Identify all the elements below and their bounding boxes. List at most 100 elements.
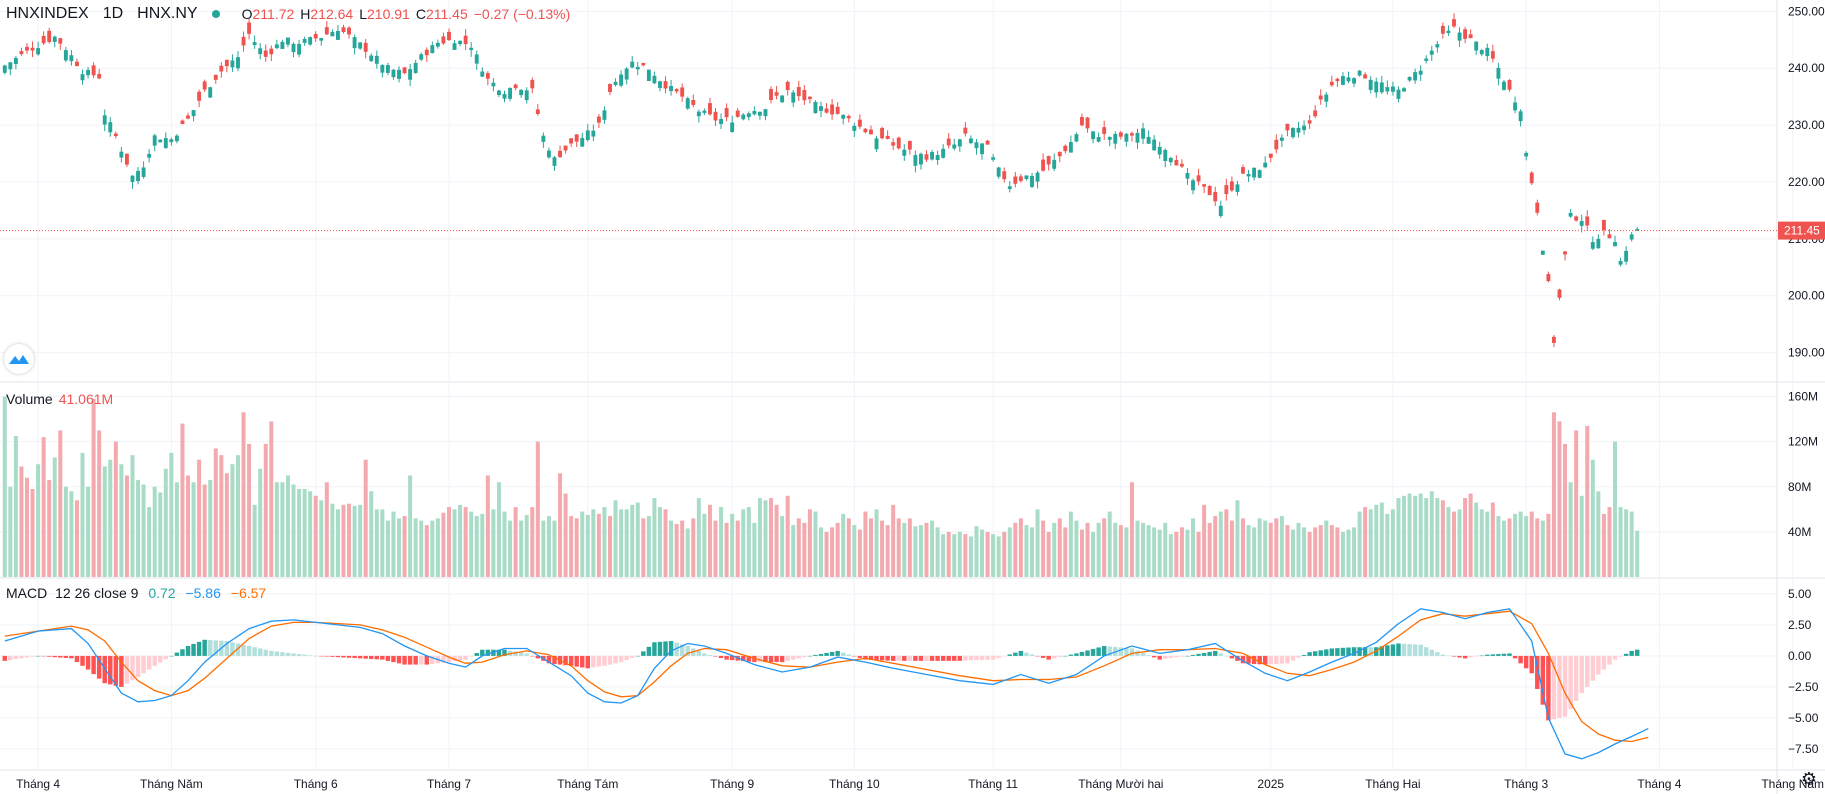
macd-histogram-bar bbox=[1596, 655, 1601, 675]
macd-histogram-bar bbox=[213, 640, 218, 656]
candle-body bbox=[796, 87, 801, 97]
candle-body bbox=[974, 142, 979, 149]
volume-bar bbox=[86, 486, 91, 577]
volume-bar bbox=[1524, 516, 1529, 577]
macd-histogram-bar bbox=[902, 655, 907, 661]
candle-body bbox=[108, 122, 113, 133]
volume-bar bbox=[957, 531, 962, 577]
volume-bar bbox=[347, 503, 352, 577]
volume-bar bbox=[791, 525, 796, 577]
volume-bar bbox=[1413, 495, 1418, 577]
volume-legend: Volume 41.061M bbox=[6, 391, 113, 407]
volume-bar bbox=[1191, 518, 1196, 577]
volume-bar bbox=[1024, 525, 1029, 577]
macd-histogram-bar bbox=[635, 655, 640, 657]
macd-histogram-bar bbox=[535, 655, 541, 659]
candle-body bbox=[785, 81, 790, 91]
candle-body bbox=[1590, 242, 1595, 249]
macd-histogram-bar bbox=[1129, 648, 1135, 656]
volume-bar bbox=[608, 516, 613, 577]
macd-histogram-bar bbox=[235, 643, 241, 656]
settings-gear-icon[interactable]: ⚙ bbox=[1800, 769, 1817, 789]
volume-bar bbox=[202, 484, 207, 577]
volume-bar bbox=[913, 526, 918, 577]
volume-bar bbox=[830, 527, 835, 577]
last-price-label: 211.45 bbox=[1784, 224, 1820, 238]
volume-bar bbox=[918, 525, 923, 577]
macd-histogram-bar bbox=[1035, 655, 1040, 657]
candle-body bbox=[1452, 19, 1456, 27]
x-tick-label: Tháng Năm bbox=[1761, 777, 1824, 791]
macd-signal-line bbox=[4, 610, 1649, 743]
macd-histogram-bar bbox=[1163, 655, 1168, 659]
candle-body bbox=[224, 60, 229, 67]
volume-bar bbox=[1279, 516, 1284, 577]
macd-histogram-bar bbox=[885, 655, 890, 661]
macd-histogram-bar bbox=[741, 655, 746, 662]
volume-bar bbox=[802, 522, 807, 577]
macd-histogram-bar bbox=[402, 655, 407, 665]
macd-histogram-bar bbox=[568, 655, 574, 666]
candle-body bbox=[1129, 133, 1134, 136]
candle-body bbox=[963, 127, 968, 134]
volume-bar bbox=[1429, 491, 1434, 577]
candle-body bbox=[330, 31, 335, 37]
volume-bar bbox=[1102, 518, 1107, 577]
candle-body bbox=[913, 155, 918, 166]
macd-histogram-bar bbox=[1312, 651, 1318, 656]
symbol-name[interactable]: HNXINDEX bbox=[6, 5, 89, 22]
candle-body bbox=[1313, 110, 1318, 117]
macd-histogram-bar bbox=[1346, 647, 1351, 656]
candle-body bbox=[1518, 111, 1523, 122]
macd-histogram-bar bbox=[990, 655, 996, 660]
volume-bar bbox=[602, 507, 607, 577]
candle-body bbox=[352, 37, 357, 49]
timeframe-label[interactable]: 1D bbox=[102, 5, 124, 22]
volume-bar bbox=[524, 514, 529, 577]
macd-histogram-bar bbox=[996, 655, 1001, 658]
volume-bar bbox=[297, 489, 302, 577]
candle-body bbox=[1335, 78, 1340, 82]
candle-body bbox=[1446, 30, 1451, 34]
macd-histogram-bar bbox=[1496, 654, 1501, 656]
low-value: 210.91 bbox=[367, 6, 410, 22]
macd-histogram-bar bbox=[1396, 643, 1401, 656]
macd-histogram-bar bbox=[774, 655, 779, 663]
macd-histogram-bar bbox=[158, 655, 163, 663]
candle-body bbox=[402, 67, 407, 74]
macd-histogram-bar bbox=[1207, 651, 1212, 656]
candle-body bbox=[91, 65, 96, 76]
volume-bar bbox=[1457, 509, 1462, 577]
volume-bar bbox=[36, 464, 41, 577]
candle-body bbox=[919, 153, 923, 165]
macd-histogram-bar bbox=[363, 655, 368, 659]
candle-body bbox=[685, 98, 690, 109]
candle-body bbox=[968, 138, 973, 144]
candle-body bbox=[1007, 186, 1012, 190]
volume-bar bbox=[136, 480, 141, 577]
volume-bar bbox=[1196, 531, 1201, 577]
macd-axis-tick-label: −7.50 bbox=[1788, 742, 1819, 756]
candle-body bbox=[1124, 133, 1129, 142]
volume-bar bbox=[868, 518, 873, 577]
volume-bar bbox=[1518, 511, 1523, 577]
macd-histogram-bar bbox=[391, 655, 396, 663]
volume-bar bbox=[1424, 498, 1429, 577]
candle-body bbox=[1607, 234, 1612, 239]
candle-body bbox=[424, 49, 429, 56]
candle-body bbox=[791, 92, 796, 103]
tradingview-logo[interactable] bbox=[4, 344, 34, 374]
volume-axis-tick-label: 120M bbox=[1788, 435, 1818, 449]
macd-histogram-bar bbox=[624, 655, 629, 661]
volume-bar bbox=[1590, 459, 1595, 577]
macd-histogram-bar bbox=[13, 655, 19, 660]
macd-histogram-bar bbox=[346, 655, 352, 658]
volume-bar bbox=[1352, 527, 1357, 577]
close-label: C bbox=[415, 6, 426, 22]
macd-histogram-bar bbox=[1068, 654, 1074, 656]
macd-histogram-bar bbox=[1151, 655, 1157, 658]
volume-bar bbox=[874, 509, 879, 577]
volume-bar bbox=[968, 536, 973, 577]
